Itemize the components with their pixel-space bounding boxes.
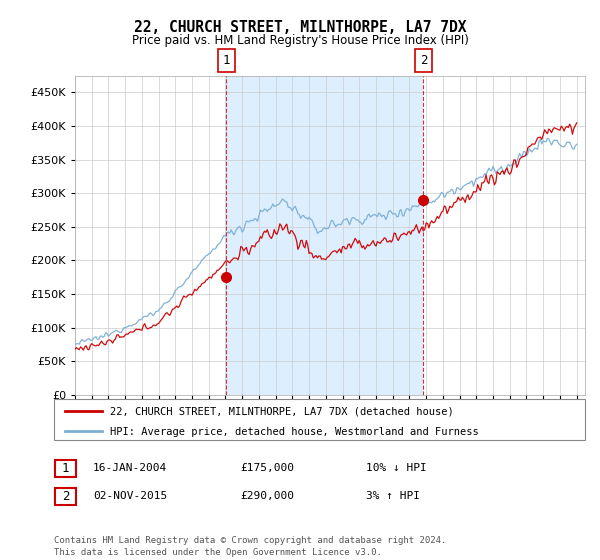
Text: 02-NOV-2015: 02-NOV-2015 [93, 491, 167, 501]
Text: 2: 2 [62, 489, 69, 503]
Text: 16-JAN-2004: 16-JAN-2004 [93, 463, 167, 473]
Text: Price paid vs. HM Land Registry's House Price Index (HPI): Price paid vs. HM Land Registry's House … [131, 34, 469, 46]
Text: 10% ↓ HPI: 10% ↓ HPI [366, 463, 427, 473]
Text: Contains HM Land Registry data © Crown copyright and database right 2024.
This d: Contains HM Land Registry data © Crown c… [54, 536, 446, 557]
Text: £290,000: £290,000 [240, 491, 294, 501]
Text: 22, CHURCH STREET, MILNTHORPE, LA7 7DX (detached house): 22, CHURCH STREET, MILNTHORPE, LA7 7DX (… [110, 407, 454, 417]
Text: 2: 2 [420, 54, 427, 67]
Text: 1: 1 [223, 54, 230, 67]
Text: 3% ↑ HPI: 3% ↑ HPI [366, 491, 420, 501]
Text: HPI: Average price, detached house, Westmorland and Furness: HPI: Average price, detached house, West… [110, 427, 479, 437]
Text: £175,000: £175,000 [240, 463, 294, 473]
Text: 22, CHURCH STREET, MILNTHORPE, LA7 7DX: 22, CHURCH STREET, MILNTHORPE, LA7 7DX [134, 20, 466, 35]
Text: 1: 1 [62, 461, 69, 475]
Bar [226, 76, 424, 395]
